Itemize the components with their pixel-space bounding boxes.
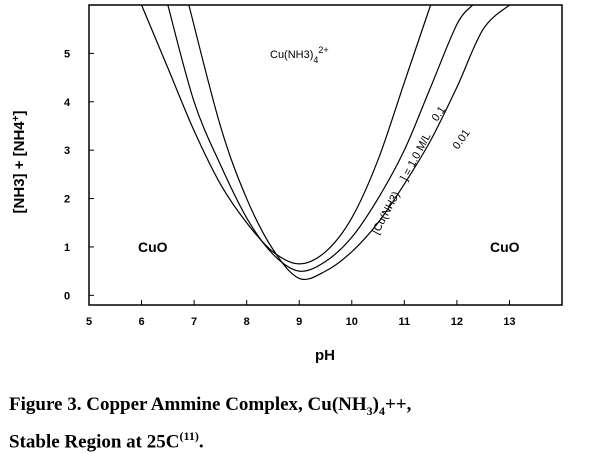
right-region-label: CuO	[490, 239, 520, 255]
left-region-label: CuO	[138, 239, 168, 255]
y-tick-label: 0	[64, 290, 70, 302]
caption-line-2: Stable Region at 25C(11).	[9, 428, 204, 453]
y-tick-label: 3	[64, 145, 70, 157]
x-tick-label: 11	[399, 316, 411, 328]
x-axis-label: pH	[315, 347, 335, 364]
x-axis-ticks: 5 6 7 8 9 10 11 12 13	[86, 300, 516, 328]
x-tick-label: 12	[451, 316, 463, 328]
series-line-2	[167, 4, 474, 272]
y-tick-label: 4	[64, 97, 71, 109]
series-line-3	[188, 4, 510, 281]
x-tick-label: 6	[138, 316, 144, 328]
stability-curves	[141, 4, 510, 281]
y-axis-label: [NH3] + [NH4+]	[11, 111, 29, 214]
x-tick-label: 5	[86, 316, 92, 328]
y-tick-label: 5	[64, 48, 70, 60]
x-tick-label: 8	[244, 316, 250, 328]
curve-label-0.01: 0.01	[451, 127, 473, 151]
complex-region-label: Cu(NH3)42+	[270, 45, 329, 65]
svg-text:[Cu(NH3)] = 1.0 M/L: [Cu(NH3)] = 1.0 M/L	[370, 131, 434, 236]
y-tick-label: 2	[64, 194, 70, 206]
curve-label-0.1: 0.1	[430, 104, 449, 123]
y-tick-label: 1	[64, 242, 70, 254]
x-tick-label: 10	[346, 316, 358, 328]
plot-frame	[88, 4, 563, 306]
x-tick-label: 7	[191, 316, 197, 328]
caption-line-1: Figure 3. Copper Ammine Complex, Cu(NH3)…	[9, 394, 412, 418]
x-tick-label: 13	[503, 316, 515, 328]
series-line-1	[141, 4, 432, 265]
figure-caption: Figure 3. Copper Ammine Complex, Cu(NH3)…	[9, 392, 584, 454]
x-tick-label: 9	[296, 316, 302, 328]
y-axis-ticks: 0 1 2 3 4 5	[64, 48, 94, 302]
curve-label-1M: [Cu(NH3)] = 1.0 M/L	[370, 131, 434, 236]
